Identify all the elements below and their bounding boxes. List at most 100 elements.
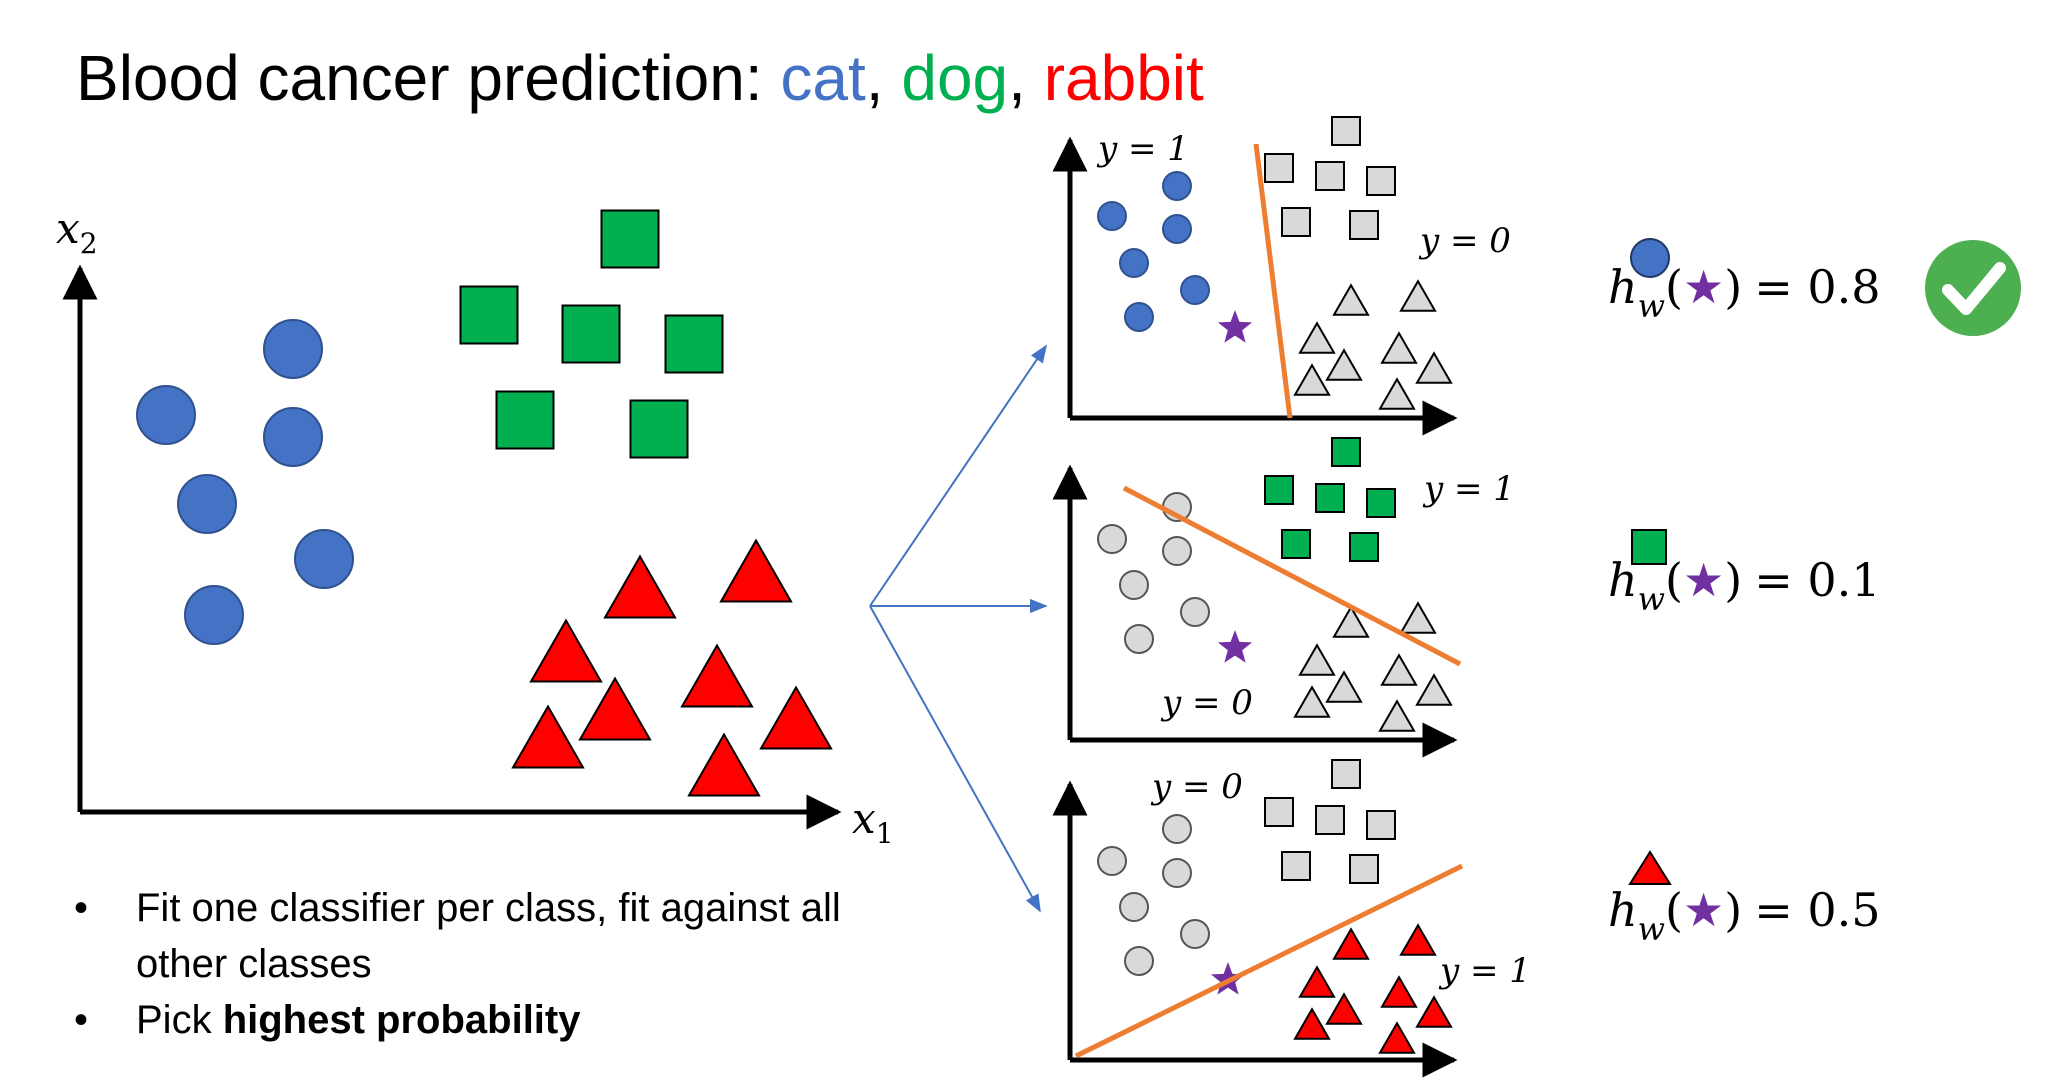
circle-marker [1180, 597, 1210, 627]
triangle-marker [1378, 377, 1416, 410]
triangle-marker [1378, 1021, 1416, 1054]
triangle-marker [1298, 321, 1336, 354]
subplot-1-points [1097, 116, 1453, 410]
square-marker [1264, 475, 1294, 505]
probability-formula-1: hw(★) = 0.8 [1608, 238, 2021, 336]
square-marker [664, 314, 724, 374]
subplot-2-label-positive: y = 1 [1422, 469, 1515, 509]
triangle-marker [1332, 927, 1370, 960]
triangle-marker [719, 538, 793, 603]
formula-1-sub: w [1638, 287, 1665, 325]
formula-3-star-icon: ★ [1683, 883, 1724, 937]
title-prefix: Blood cancer prediction: [76, 42, 781, 114]
circle-marker [177, 474, 237, 534]
formula-3-triangle-icon [1628, 850, 1672, 885]
circle-marker [294, 529, 354, 589]
circle-marker [1097, 846, 1127, 876]
circle-marker [1162, 214, 1192, 244]
triangle-marker [1293, 685, 1331, 718]
arrow-to-subplot-3 [869, 605, 1041, 913]
triangle-marker [603, 554, 677, 619]
bullet-dot: • [74, 998, 89, 1042]
circle-marker [1162, 814, 1192, 844]
circle-marker [1124, 624, 1154, 654]
formula-3-h: h [1608, 883, 1638, 937]
circle-marker [263, 319, 323, 379]
square-marker [495, 390, 555, 450]
subplot-3-label-negative: y = 0 [1150, 767, 1243, 807]
subplot-1-label-negative: y = 0 [1418, 221, 1511, 261]
triangle-marker [1415, 995, 1453, 1028]
triangle-marker [578, 676, 652, 741]
circle-marker [1180, 919, 1210, 949]
triangle-marker [1293, 1007, 1331, 1040]
bullet-text: Fit one classifier per class, fit agains… [136, 886, 841, 986]
subplot-1-decision-boundary [1253, 143, 1293, 419]
circle-marker [1097, 524, 1127, 554]
star-marker [1217, 310, 1253, 343]
check-mark-icon [1942, 262, 2006, 315]
circle-marker [1162, 171, 1192, 201]
subplot-2-decision-boundary [1122, 485, 1462, 667]
title-separator: , [865, 42, 902, 114]
main-data-points [136, 209, 833, 797]
triangle-marker [1298, 965, 1336, 998]
circle-marker [1119, 248, 1149, 278]
star-marker [1210, 962, 1246, 995]
formula-3-text: hw(★) = 0.5 [1608, 883, 1881, 948]
triangle-marker [1332, 283, 1370, 316]
circle-marker [1124, 302, 1154, 332]
bullet-item: • Pick highest probability [74, 992, 934, 1048]
triangle-marker [1293, 363, 1331, 396]
triangle-marker [1380, 331, 1418, 364]
square-marker [1366, 810, 1396, 840]
formula-1-h: h [1608, 260, 1638, 314]
triangle-marker [1399, 601, 1437, 634]
square-marker [1264, 797, 1294, 827]
formula-1-star-icon: ★ [1683, 260, 1724, 314]
circle-marker [1097, 201, 1127, 231]
triangle-marker [1325, 670, 1363, 703]
square-marker [1315, 805, 1345, 835]
triangle-marker [1399, 923, 1437, 956]
square-marker [1331, 116, 1361, 146]
triangle-marker [1415, 351, 1453, 384]
square-marker [1331, 437, 1361, 467]
arrow-to-subplot-1 [869, 344, 1048, 607]
subplot-3-decision-boundary [1074, 863, 1464, 1059]
formula-2-h: h [1608, 553, 1638, 607]
probability-formula-3: hw(★) = 0.5 [1608, 850, 1881, 948]
square-marker [1366, 488, 1396, 518]
circle-marker [1124, 946, 1154, 976]
bullet-text: Pick [136, 998, 223, 1042]
title-class-rabbit: rabbit [1043, 42, 1204, 114]
triangle-marker [1325, 348, 1363, 381]
square-marker [629, 399, 689, 459]
formula-2-text: hw(★) = 0.1 [1608, 553, 1881, 618]
subplot-1-label-positive: y = 1 [1096, 129, 1189, 169]
circle-marker [136, 385, 196, 445]
square-marker [600, 209, 660, 269]
subplot-rabbit-vs-all: y = 0 y = 1 [1052, 759, 1531, 1078]
subplot-cat-vs-all: y = 1 y = 0 [1052, 116, 1511, 436]
slide-title: Blood cancer prediction: cat, dog, rabbi… [76, 38, 1204, 118]
circle-marker [263, 407, 323, 467]
square-marker [1366, 166, 1396, 196]
triangle-marker [1380, 653, 1418, 686]
main-x-axis-label: x1 [852, 794, 894, 850]
formula-3-sub: w [1638, 910, 1665, 948]
square-marker [459, 285, 519, 345]
triangle-marker [687, 732, 761, 797]
subplot-3-points [1097, 759, 1453, 1054]
square-marker [1331, 759, 1361, 789]
formula-1-circle-icon [1630, 238, 1670, 278]
triangle-marker [529, 618, 603, 683]
square-marker [1315, 483, 1345, 513]
bullet-list: • Fit one classifier per class, fit agai… [74, 880, 934, 1048]
formula-2-star-icon: ★ [1683, 553, 1724, 607]
triangle-marker [759, 685, 833, 750]
subplot-dog-vs-all: y = 1 y = 0 [1052, 437, 1515, 758]
title-separator: , [1008, 42, 1044, 114]
